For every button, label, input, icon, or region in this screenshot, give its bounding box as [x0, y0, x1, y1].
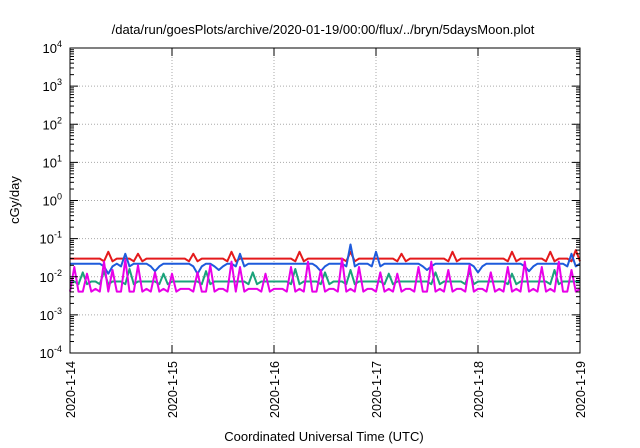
y-tick-labels: 10-4 10-3 10-2 10-1 100 101 102 103 104 [40, 39, 62, 361]
series-line-3 [70, 268, 580, 286]
x-tick-label: 2020-1-17 [370, 361, 384, 418]
y-tick-label: 10-1 [40, 230, 62, 247]
x-tick-label: 2020-1-19 [574, 361, 588, 418]
x-axis-label: Coordinated Universal Time (UTC) [224, 429, 423, 444]
chart-title: /data/run/goesPlots/archive/2020-01-19/0… [112, 22, 535, 37]
x-tick-labels: 2020-1-14 2020-1-15 2020-1-16 2020-1-17 2020… [64, 361, 588, 418]
series-line-1 [70, 249, 581, 263]
y-tick-label: 10-4 [40, 344, 62, 361]
series-line-2 [70, 243, 581, 275]
y-tick-label: 104 [43, 39, 62, 56]
y-tick-label: 100 [43, 192, 62, 209]
y-tick-label: 102 [43, 115, 62, 132]
series-lines [69, 243, 581, 293]
x-tick-label: 2020-1-14 [64, 361, 78, 418]
x-tick-label: 2020-1-16 [268, 361, 282, 418]
y-tick-label: 101 [43, 153, 62, 170]
y-tick-label: 103 [43, 77, 62, 94]
y-tick-label: 10-3 [40, 306, 62, 323]
y-tick-label: 10-2 [40, 268, 62, 285]
axis-ticks [69, 47, 581, 354]
x-tick-label: 2020-1-18 [472, 361, 486, 418]
y-axis-label: cGy/day [7, 176, 22, 224]
series-line-4 [69, 257, 581, 293]
x-tick-label: 2020-1-15 [166, 361, 180, 418]
